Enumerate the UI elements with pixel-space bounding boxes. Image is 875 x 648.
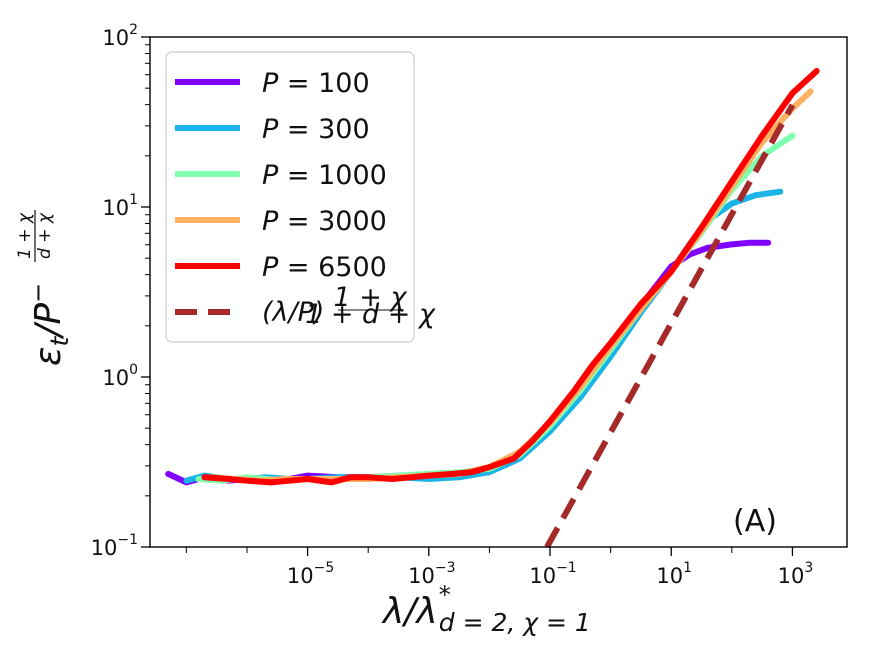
y-tick-exp: −1: [117, 532, 138, 548]
x-tick-base: 10: [656, 564, 683, 588]
series-layer: [165, 68, 820, 547]
legend-label-4: P = 3000: [262, 206, 387, 237]
legend-val: 6500: [318, 252, 387, 283]
legend-box: [165, 51, 415, 343]
legend-eq: =: [278, 252, 318, 283]
legend-eq: =: [278, 160, 318, 191]
legend-eq: =: [278, 68, 318, 99]
x-tick-base: 10: [778, 564, 805, 588]
x-tick-label: 101: [656, 560, 692, 588]
legend-label-6: (λ/P): [262, 297, 324, 328]
x-tick-base: 10: [408, 564, 435, 588]
legend-var: P: [262, 114, 279, 145]
y-tick-exp: 1: [129, 192, 138, 208]
y-tick-label: 102: [102, 22, 138, 50]
legend-label-3: P = 1000: [262, 160, 387, 191]
x-tick-exp: 3: [804, 560, 813, 576]
y-axis-label-main: ε: [28, 347, 69, 366]
legend-eq: =: [278, 206, 318, 237]
y-tick-base: 10: [91, 536, 118, 560]
x-axis-label-sup: *: [439, 581, 451, 609]
legend-eq: =: [278, 114, 318, 145]
y-tick-label: 100: [102, 362, 138, 390]
legend-label-2: P = 300: [262, 114, 370, 145]
x-axis-label: λ/λ* d = 2, χ = 1: [381, 581, 591, 637]
x-tick-exp: −1: [556, 560, 577, 576]
x-tick-label: 10−3: [408, 560, 455, 588]
y-tick-exp: 2: [129, 22, 138, 38]
y-tick-base: 10: [102, 26, 129, 50]
plot-frame: [149, 36, 848, 548]
legend-var: P: [262, 68, 279, 99]
legend-val: 300: [318, 114, 370, 145]
x-tick-base: 10: [287, 564, 314, 588]
x-tick-exp: 1: [683, 560, 692, 576]
x-tick-exp: −5: [314, 560, 335, 576]
legend-frac-den: 1 + d + χ: [305, 299, 436, 330]
legend-var: P: [262, 206, 279, 237]
y-axis-label-exp-den: d + χ: [35, 212, 55, 259]
y-axis-label-exp: −: [24, 283, 52, 303]
y-tick-exp: 0: [129, 362, 138, 378]
legend-val: 100: [318, 68, 370, 99]
legend-frac-num: 1 + χ: [334, 282, 408, 313]
series-line-6: [544, 103, 796, 547]
y-axis-label: εt/P− 1 + χ d + χ: [15, 210, 74, 366]
y-axis-label-mid: /P: [28, 303, 69, 340]
y-axis-label-sub: t: [45, 336, 74, 347]
x-tick-base: 10: [529, 564, 556, 588]
panel-annotation: (A): [733, 504, 777, 539]
x-tick-exp: −3: [435, 560, 456, 576]
y-axis-label-exp-num: 1 + χ: [15, 212, 35, 259]
x-tick-label: 103: [778, 560, 814, 588]
series-line-5: [201, 68, 820, 486]
svg-text:εt/P−: εt/P−: [24, 283, 74, 366]
legend-label-1: P = 100: [262, 68, 370, 99]
y-tick-label: 10−1: [91, 532, 138, 560]
y-tick-label: 101: [102, 192, 138, 220]
x-axis-label-main: λ/λ: [381, 591, 438, 632]
y-tick-base: 10: [102, 196, 129, 220]
x-axis-label-sub: d = 2, χ = 1: [439, 608, 591, 637]
legend-var: P: [262, 160, 279, 191]
x-tick-label: 10−1: [529, 560, 576, 588]
legend-label-5: P = 6500: [262, 252, 387, 283]
x-tick-label: 10−5: [287, 560, 334, 588]
legend-var: P: [262, 252, 279, 283]
legend-val: 1000: [318, 160, 387, 191]
y-tick-base: 10: [102, 366, 129, 390]
legend-val: 3000: [318, 206, 387, 237]
